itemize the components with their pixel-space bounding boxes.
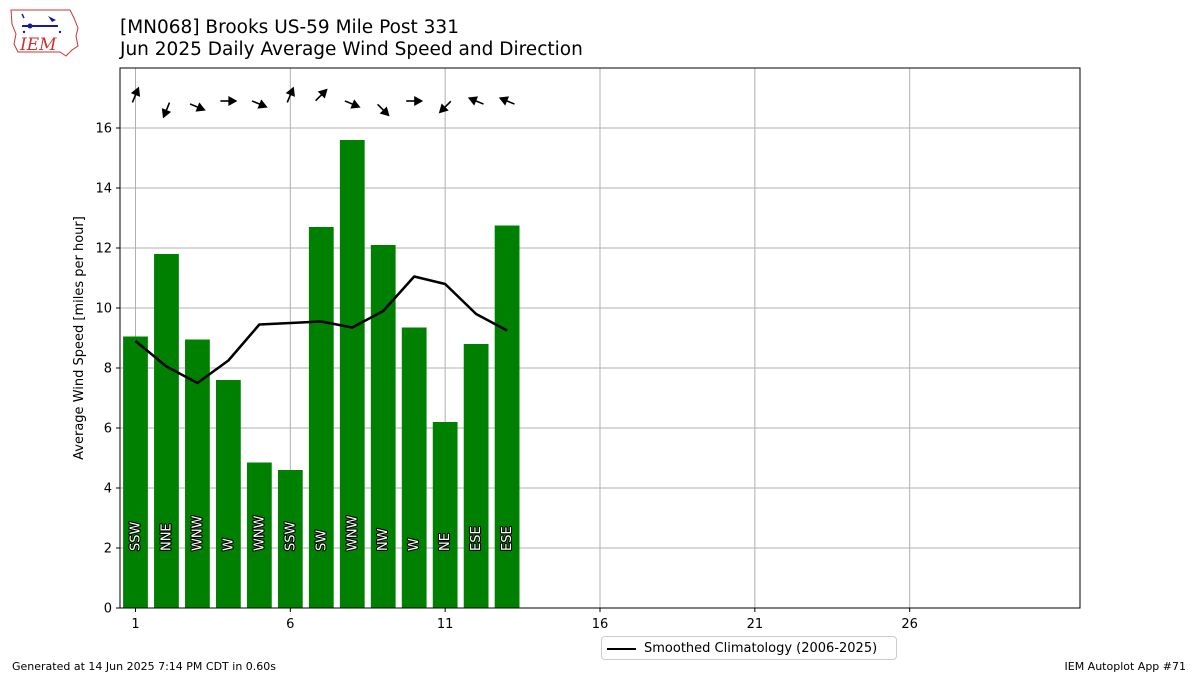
x-tick-label: 11 (437, 617, 454, 632)
iem-logo: IEM (8, 6, 80, 62)
x-tick-label: 21 (747, 617, 764, 632)
wind-direction-arrow (161, 102, 172, 119)
climatology-series (134, 275, 508, 385)
y-tick-label: 14 (95, 182, 112, 197)
direction-label: W (221, 538, 236, 551)
wind-bar (339, 140, 365, 608)
direction-labels: SSW NNE WNW W WNW SSW SW WNW NW W NE ESE ESE (127, 514, 516, 552)
y-tick-label: 2 (104, 542, 112, 557)
x-tick-label: 6 (286, 617, 294, 632)
wind-direction-arrow (498, 96, 515, 106)
wind-bar (154, 254, 179, 608)
direction-label: NNE (159, 523, 174, 551)
y-axis-label: Average Wind Speed [miles per hour] (72, 216, 87, 460)
wind-bar (370, 245, 396, 608)
direction-label: W (407, 538, 422, 551)
wind-bar (494, 225, 520, 608)
wind-bar (432, 422, 458, 608)
wind-direction-arrow (406, 96, 424, 106)
y-tick-label: 12 (95, 242, 112, 257)
direction-label: WNW (345, 515, 360, 551)
wind-direction-arrow (251, 99, 268, 109)
x-tick-label: 26 (901, 617, 918, 632)
direction-label: ESE (500, 526, 515, 551)
direction-label: WNW (252, 515, 267, 551)
wind-bar (463, 344, 489, 608)
wind-bar (308, 227, 334, 608)
y-tick-label: 10 (95, 302, 112, 317)
direction-label: NE (438, 533, 453, 551)
direction-label: SSW (283, 521, 298, 551)
wind-direction-arrow (130, 86, 141, 103)
wind-direction-arrow (189, 102, 206, 112)
wind-direction-arrow (467, 96, 484, 106)
wind-direction-arrow (315, 88, 328, 102)
y-tick-label: 0 (104, 602, 112, 617)
y-tick-label: 8 (104, 362, 112, 377)
direction-label: WNW (190, 515, 205, 551)
legend-label: Smoothed Climatology (2006-2025) (644, 641, 878, 656)
wind-bar (123, 336, 148, 608)
chart-subtitle: Jun 2025 Daily Average Wind Speed and Di… (120, 39, 583, 60)
direction-label: ESE (469, 526, 484, 551)
wind-bar (246, 462, 272, 608)
climatology-line (134, 275, 508, 385)
wind-direction-arrow (377, 103, 390, 117)
x-tick-label: 1 (131, 617, 139, 632)
direction-arrows (130, 86, 515, 119)
legend-line-swatch (607, 648, 636, 650)
wind-direction-arrow (438, 100, 452, 114)
y-tick-label: 16 (95, 122, 112, 137)
iem-logo-text: IEM (19, 35, 57, 55)
y-tick-label: 4 (104, 482, 112, 497)
y-tick-label: 6 (104, 422, 112, 437)
direction-label: NW (376, 528, 391, 551)
direction-label: SW (314, 530, 329, 551)
wind-direction-arrow (344, 99, 361, 109)
x-tick-label: 16 (592, 617, 609, 632)
wind-bar (277, 470, 303, 608)
app-id: IEM Autoplot App #71 (1064, 660, 1187, 673)
chart-title: [MN068] Brooks US-59 Mile Post 331 (120, 17, 459, 38)
wind-direction-arrow (285, 86, 295, 103)
wind-bar (216, 380, 241, 608)
wind-bar (401, 327, 427, 608)
generated-timestamp: Generated at 14 Jun 2025 7:14 PM CDT in … (12, 660, 277, 673)
direction-label: SSW (128, 521, 143, 551)
wind-direction-arrow (220, 96, 238, 106)
legend: Smoothed Climatology (2006-2025) (601, 636, 897, 660)
